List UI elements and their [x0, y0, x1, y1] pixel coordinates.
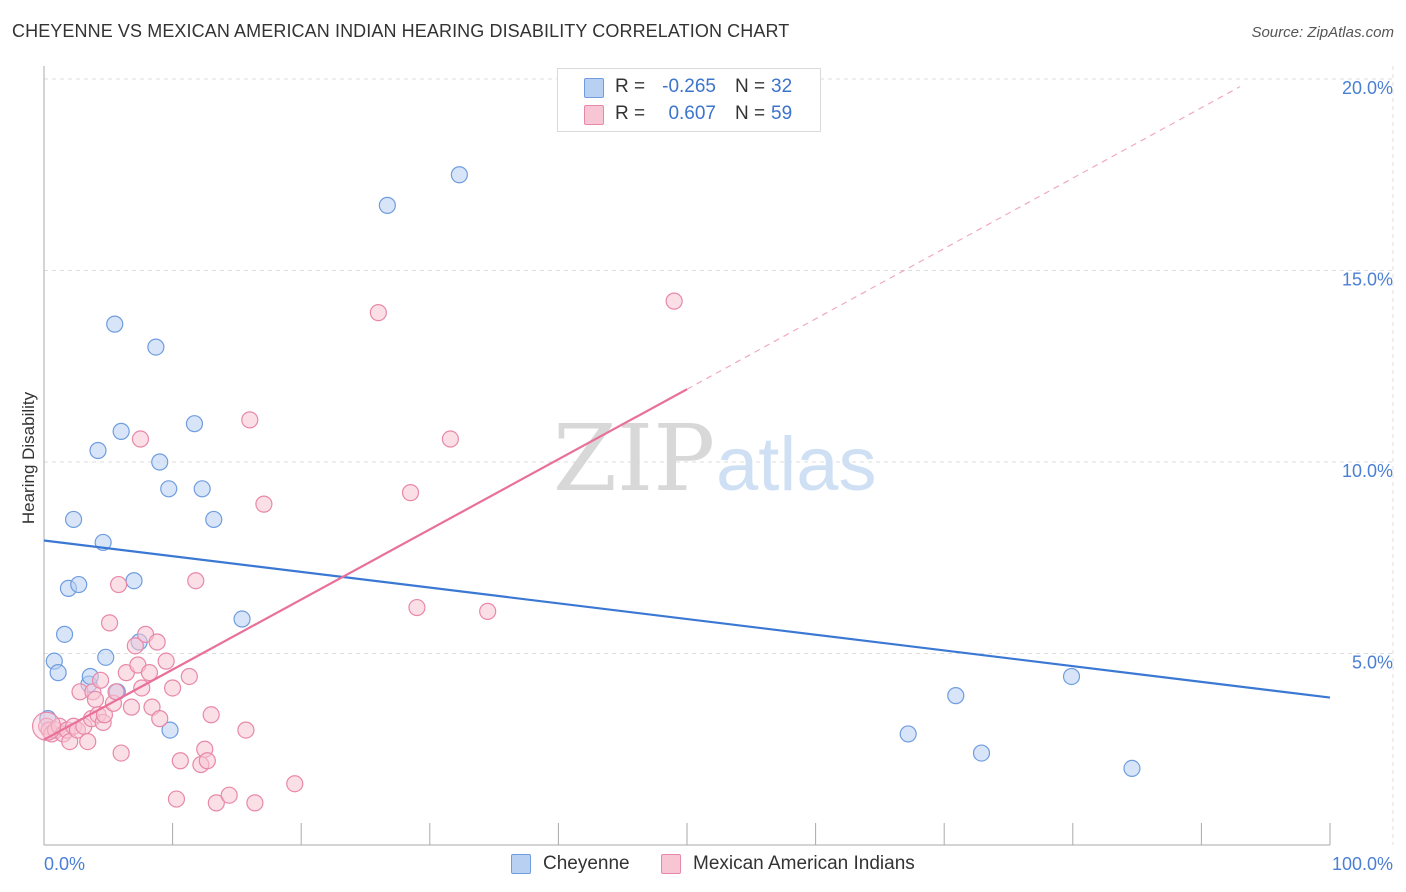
cheyenne-point — [233, 610, 251, 628]
mexican-american-indians-point — [187, 572, 205, 590]
watermark: ZIP atlas — [553, 405, 877, 512]
mexican-american-indians-point — [286, 775, 304, 793]
cheyenne-point — [125, 572, 143, 590]
mexican-american-indians-point — [157, 652, 175, 670]
trend-lines — [43, 86, 1331, 741]
y-tick-label: 20.0% — [1342, 78, 1393, 98]
cheyenne-point — [55, 625, 74, 643]
y-tick-label: 15.0% — [1342, 270, 1393, 290]
mexican-american-indians-point — [148, 633, 166, 651]
mexican-american-indians-point — [131, 430, 150, 448]
cheyenne-point — [193, 480, 211, 498]
mexican-american-indians-point — [164, 679, 182, 697]
mexican-american-indians-point — [140, 664, 159, 682]
y-axis-label: Hearing Disability — [19, 391, 38, 524]
x-tick-labels: 0.0% 100.0% — [44, 854, 1393, 874]
legend-n-label: N = — [735, 76, 766, 97]
mexican-american-indians-point — [167, 790, 186, 808]
mexican-american-indians-point — [198, 752, 216, 770]
y-tick-label: 10.0% — [1342, 461, 1393, 481]
legend-r-value: 0.607 — [668, 103, 716, 124]
legend-swatch-cheyenne — [584, 78, 604, 98]
mexican-american-indians-point — [122, 698, 141, 716]
mexican-american-indians-point — [479, 602, 497, 620]
mexican-american-indians-point — [180, 667, 198, 686]
mexican-american-indians-point — [109, 575, 128, 594]
legend-n-value: 59 — [771, 103, 793, 124]
cheyenne-point — [106, 315, 124, 333]
mexican-american-indians-cluster-point — [31, 711, 62, 741]
chart-source: Source: ZipAtlas.com — [1251, 24, 1394, 41]
cheyenne-point — [64, 510, 83, 529]
cheyenne-point — [899, 725, 917, 743]
legend-row-mexican-american-indians: R = 0.607 N = 59 — [558, 101, 820, 127]
mexican-american-indians-point — [86, 690, 105, 709]
cheyenne-point — [97, 648, 115, 666]
cheyenne-point — [160, 480, 178, 498]
bottom-legend-swatch-mexican-american-indians — [661, 854, 681, 874]
mexican-american-indians-point — [171, 752, 189, 770]
mexican-american-indians-point — [237, 721, 255, 739]
legend-r-label: R = — [615, 76, 646, 97]
axes — [43, 66, 1331, 846]
chart-title: CHEYENNE VS MEXICAN AMERICAN INDIAN HEAR… — [12, 21, 790, 41]
cheyenne-point — [972, 744, 991, 762]
legend-n-label: N = — [735, 103, 766, 124]
x-tick-label: 100.0% — [1332, 854, 1393, 874]
mexican-american-indians-point — [246, 794, 264, 812]
legend-row-cheyenne: R = -0.265 N = 32 — [558, 74, 820, 100]
x-tick-label: 0.0% — [44, 854, 85, 874]
cheyenne-point — [378, 196, 396, 214]
cheyenne-point — [89, 441, 107, 460]
cheyenne-point — [151, 453, 169, 471]
y-tick-label: 5.0% — [1352, 653, 1393, 673]
mexican-american-indians-point — [151, 710, 169, 728]
cheyenne-point — [947, 687, 965, 705]
cheyenne-point — [1123, 759, 1141, 778]
mexican-american-indians-point — [100, 614, 119, 632]
mexican-american-indians-point — [79, 732, 97, 751]
mexican-american-indians-point — [401, 484, 420, 502]
mexican-american-indians-point — [207, 794, 225, 812]
mexican-american-indians-point — [408, 598, 426, 617]
cheyenne-point — [1062, 667, 1081, 686]
mexican-american-indians-point — [255, 495, 273, 513]
mexican-american-indians-point — [369, 304, 387, 322]
cheyenne-point — [49, 664, 67, 682]
y-tick-labels: 5.0% 10.0% 15.0% 20.0% — [1342, 78, 1393, 673]
mexican-american-indians-point — [202, 706, 220, 724]
mexican-american-indians-point — [112, 744, 130, 762]
watermark-atlas: atlas — [716, 422, 877, 507]
cheyenne-point — [205, 510, 223, 529]
legend-r-value: -0.265 — [662, 76, 716, 97]
cheyenne-point — [161, 721, 179, 739]
mexican-american-indians-points — [31, 292, 683, 812]
mexican-american-indians-trend-extension — [686, 86, 1241, 390]
legend-r-label: R = — [615, 103, 646, 124]
watermark-zip: ZIP — [553, 405, 715, 512]
mexican-american-indians-trend-line — [43, 388, 688, 741]
bottom-legend-swatch-cheyenne — [511, 854, 531, 874]
mexican-american-indians-point — [91, 671, 110, 689]
mexican-american-indians-point — [220, 786, 238, 804]
correlation-legend: R = -0.265 N = 32 R = 0.607 N = 59 — [557, 68, 821, 132]
cheyenne-point — [70, 575, 88, 594]
cheyenne-point — [450, 166, 468, 184]
cheyenne-point — [112, 422, 130, 440]
mexican-american-indians-point — [126, 637, 144, 655]
cheyenne-point — [185, 415, 204, 433]
mexican-american-indians-point — [441, 430, 459, 448]
legend-n-value: 32 — [771, 76, 793, 97]
mexican-american-indians-point — [665, 292, 683, 310]
mexican-american-indians-point — [241, 411, 259, 429]
bottom-legend-label-cheyenne: Cheyenne — [543, 853, 630, 874]
cheyenne-point — [147, 338, 165, 356]
cheyenne-trend-line — [43, 539, 1331, 699]
legend-swatch-mexican-american-indians — [584, 105, 604, 125]
bottom-legend-label-mexican-american-indians: Mexican American Indians — [693, 853, 915, 874]
